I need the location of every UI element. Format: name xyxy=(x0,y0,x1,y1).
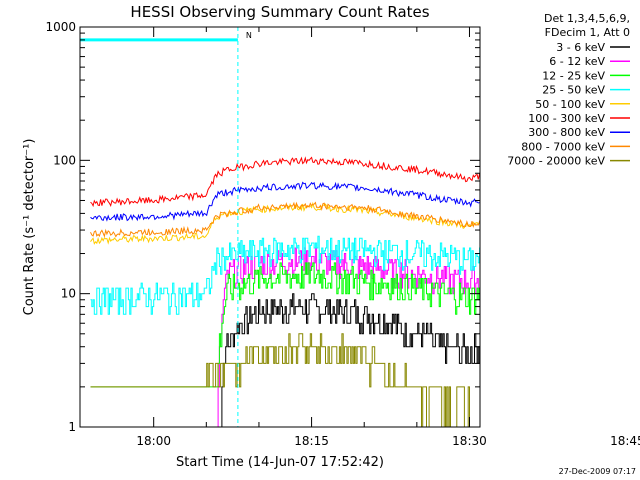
series-line xyxy=(90,156,480,208)
legend-entry-label: 25 - 50 keV xyxy=(542,84,605,97)
plot-frame xyxy=(79,26,481,428)
series-line xyxy=(90,181,480,222)
y-tick-label: 100 xyxy=(53,153,76,167)
legend-entry-label: 50 - 100 keV xyxy=(535,98,605,111)
legend-entry-label: 100 - 300 keV xyxy=(528,112,605,125)
plot-area: N xyxy=(80,27,480,427)
legend-entry-label: 300 - 800 keV xyxy=(528,126,605,139)
legend-entry-label: 6 - 12 keV xyxy=(549,55,605,68)
x-tick-label: 18:30 xyxy=(452,434,487,448)
series-line xyxy=(90,262,480,388)
legend-entry-label: 12 - 25 keV xyxy=(542,69,605,82)
y-tick-label: 1 xyxy=(68,420,76,434)
footer-timestamp: 27-Dec-2009 07:17 xyxy=(559,467,636,476)
legend-header-line-1: Det 1,3,4,5,6,9, xyxy=(544,12,630,25)
y-tick-label: 1000 xyxy=(45,20,76,34)
chart-title: HESSI Observing Summary Count Rates xyxy=(130,3,429,21)
y-axis: 1 10 100 1000 xyxy=(45,20,480,434)
series-line xyxy=(90,235,480,315)
marker-layer: N xyxy=(80,27,252,427)
legend: Det 1,3,4,5,6,9, FDecim 1, Att 0 3 - 6 k… xyxy=(507,12,630,168)
series-line xyxy=(216,293,480,427)
series-line xyxy=(90,333,480,427)
legend-entry-label: 7000 - 20000 keV xyxy=(507,155,605,168)
x-axis-label: Start Time (14-Jun-07 17:52:42) xyxy=(176,455,384,470)
x-tick-label: 18:15 xyxy=(294,434,329,448)
y-axis-label: Count Rate (s⁻¹ detector⁻¹) xyxy=(22,139,37,316)
annotation-label: N xyxy=(246,31,252,40)
series-layer xyxy=(90,156,480,427)
legend-header-line-2: FDecim 1, Att 0 xyxy=(545,26,630,39)
legend-entry-label: 800 - 7000 keV xyxy=(521,140,605,153)
series-line xyxy=(90,201,480,238)
y-tick-label: 10 xyxy=(61,287,76,301)
legend-entry-label: 3 - 6 keV xyxy=(556,41,605,54)
x-tick-label: 18:00 xyxy=(136,434,171,448)
x-tick-label: 18:45 xyxy=(610,434,640,448)
